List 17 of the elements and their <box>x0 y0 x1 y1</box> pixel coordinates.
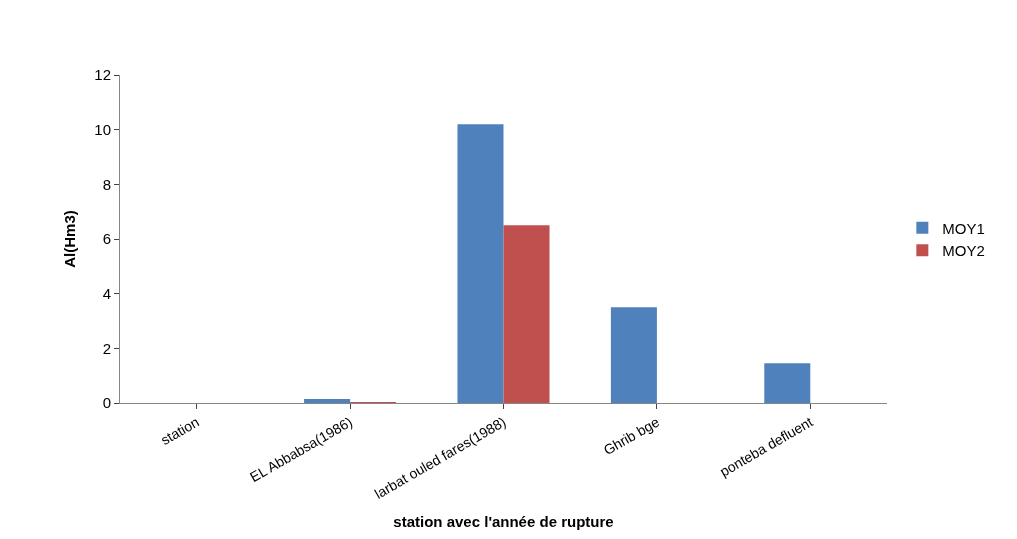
y-tick-label: 2 <box>102 339 111 357</box>
bar <box>610 307 657 403</box>
y-tick-label: 8 <box>102 175 111 193</box>
y-tick-label: 6 <box>102 230 111 248</box>
legend-label: MOY2 <box>942 242 985 260</box>
x-tick-label: Ghrib bge <box>600 413 663 459</box>
bar <box>764 363 811 403</box>
bar <box>304 398 351 403</box>
y-axis-title: Al(Hm3) <box>60 210 78 268</box>
legend-label: MOY1 <box>942 219 985 237</box>
y-tick-label: 12 <box>94 66 111 84</box>
bar <box>503 225 550 403</box>
y-tick-label: 10 <box>94 120 111 138</box>
x-axis-title: station avec l'année de rupture <box>393 512 614 530</box>
y-tick-label: 4 <box>102 284 111 302</box>
bar <box>457 124 504 403</box>
y-tick-label: 0 <box>102 394 111 412</box>
